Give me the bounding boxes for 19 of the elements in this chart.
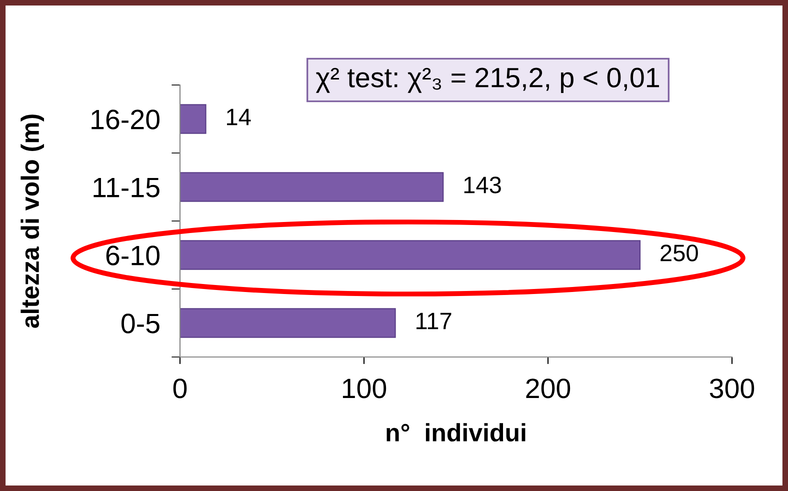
x-axis-title: n° individui: [386, 423, 526, 442]
annotation: χ² test: χ²₃ = 215,2, p < 0,01: [316, 68, 659, 93]
bar: [180, 104, 206, 134]
data-label: 14: [227, 108, 251, 126]
y-tick-label: 11-15: [94, 178, 160, 198]
x-tick-label: 100: [342, 378, 386, 398]
x-tick-label: 0: [173, 378, 187, 398]
bar: [180, 240, 641, 270]
y-tick-label: 16-20: [92, 110, 160, 130]
bar: [180, 172, 444, 202]
x-tick-label: 300: [710, 378, 754, 398]
y-tick-label: 6-10: [106, 246, 160, 266]
y-tick-label: 0-5: [121, 314, 160, 334]
x-tick-label: 200: [526, 378, 570, 398]
bar: [180, 308, 396, 338]
data-label: 250: [660, 244, 698, 262]
data-label: 143: [464, 176, 501, 194]
data-label: 117: [416, 312, 452, 330]
y-axis-title: altezza di volo (m): [20, 114, 44, 328]
